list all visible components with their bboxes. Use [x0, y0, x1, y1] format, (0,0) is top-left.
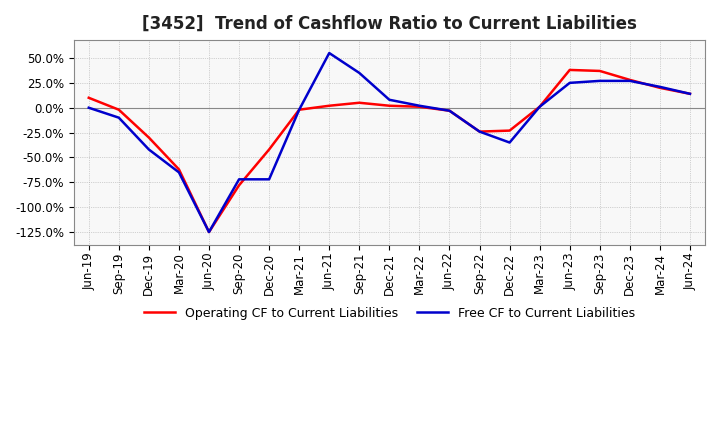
- Free CF to Current Liabilities: [114, 115, 123, 120]
- Operating CF to Current Liabilities: [536, 104, 544, 110]
- Free CF to Current Liabilities: [145, 147, 153, 152]
- Operating CF to Current Liabilities: [265, 147, 274, 152]
- Free CF to Current Liabilities: [84, 105, 93, 110]
- Operating CF to Current Liabilities: [626, 77, 634, 83]
- Line: Operating CF to Current Liabilities: Operating CF to Current Liabilities: [89, 70, 690, 232]
- Operating CF to Current Liabilities: [355, 100, 364, 106]
- Free CF to Current Liabilities: [385, 97, 394, 103]
- Free CF to Current Liabilities: [475, 129, 484, 134]
- Free CF to Current Liabilities: [265, 177, 274, 182]
- Operating CF to Current Liabilities: [175, 167, 184, 172]
- Operating CF to Current Liabilities: [295, 107, 304, 112]
- Operating CF to Current Liabilities: [656, 85, 665, 91]
- Free CF to Current Liabilities: [626, 78, 634, 84]
- Line: Free CF to Current Liabilities: Free CF to Current Liabilities: [89, 53, 690, 232]
- Legend: Operating CF to Current Liabilities, Free CF to Current Liabilities: Operating CF to Current Liabilities, Fre…: [139, 302, 640, 325]
- Free CF to Current Liabilities: [235, 177, 243, 182]
- Operating CF to Current Liabilities: [145, 135, 153, 140]
- Free CF to Current Liabilities: [295, 107, 304, 112]
- Operating CF to Current Liabilities: [84, 95, 93, 100]
- Free CF to Current Liabilities: [355, 70, 364, 76]
- Operating CF to Current Liabilities: [114, 107, 123, 112]
- Operating CF to Current Liabilities: [685, 91, 694, 96]
- Free CF to Current Liabilities: [565, 80, 574, 85]
- Operating CF to Current Liabilities: [235, 183, 243, 188]
- Operating CF to Current Liabilities: [385, 103, 394, 108]
- Operating CF to Current Liabilities: [595, 68, 604, 73]
- Operating CF to Current Liabilities: [565, 67, 574, 73]
- Operating CF to Current Liabilities: [325, 103, 333, 108]
- Free CF to Current Liabilities: [505, 140, 514, 145]
- Free CF to Current Liabilities: [415, 103, 424, 108]
- Free CF to Current Liabilities: [325, 51, 333, 56]
- Free CF to Current Liabilities: [536, 104, 544, 110]
- Operating CF to Current Liabilities: [445, 108, 454, 114]
- Operating CF to Current Liabilities: [204, 229, 213, 235]
- Title: [3452]  Trend of Cashflow Ratio to Current Liabilities: [3452] Trend of Cashflow Ratio to Curren…: [142, 15, 636, 33]
- Operating CF to Current Liabilities: [475, 129, 484, 134]
- Free CF to Current Liabilities: [175, 170, 184, 175]
- Operating CF to Current Liabilities: [505, 128, 514, 133]
- Free CF to Current Liabilities: [656, 84, 665, 89]
- Free CF to Current Liabilities: [685, 91, 694, 96]
- Free CF to Current Liabilities: [445, 108, 454, 114]
- Operating CF to Current Liabilities: [415, 104, 424, 110]
- Free CF to Current Liabilities: [595, 78, 604, 84]
- Free CF to Current Liabilities: [204, 229, 213, 235]
